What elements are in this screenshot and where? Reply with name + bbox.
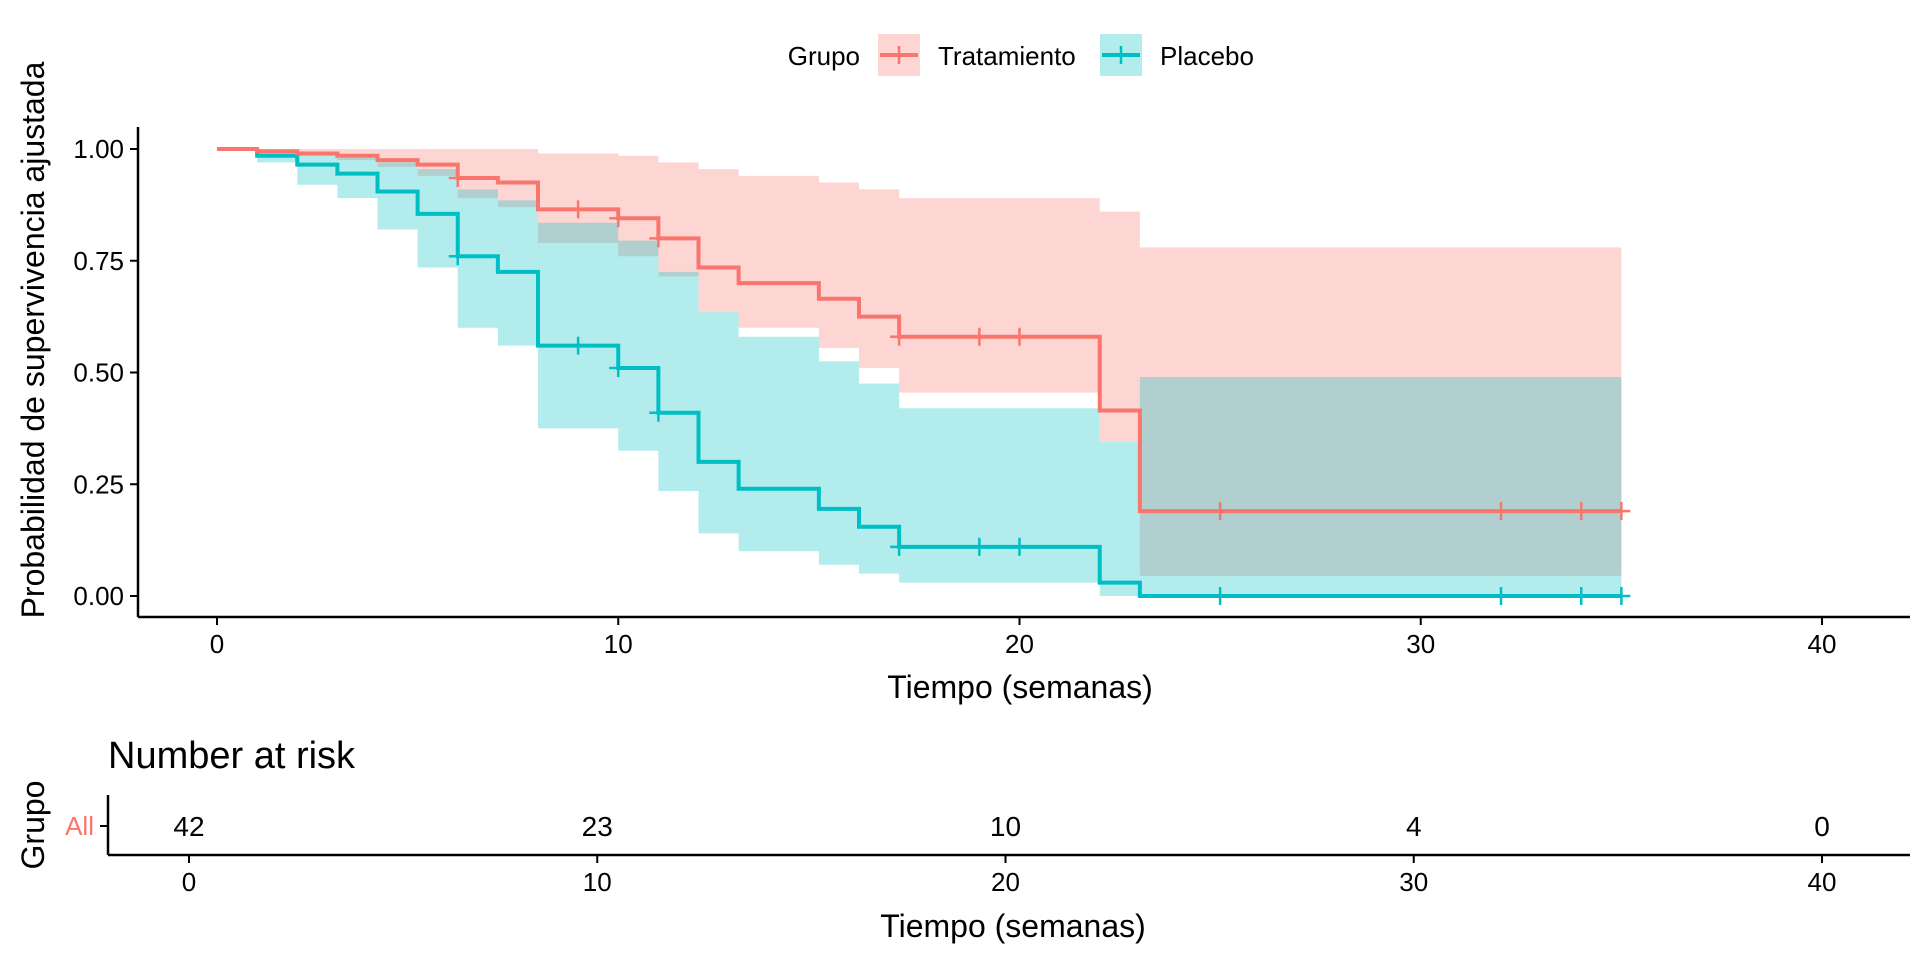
confidence-band-placebo — [257, 151, 1622, 597]
risk-x-axis-title: Tiempo (semanas) — [880, 908, 1146, 944]
risk-x-tick-label: 10 — [583, 867, 612, 897]
censor-mark-placebo — [970, 537, 989, 556]
x-tick-label: 10 — [604, 629, 633, 659]
y-tick-label: 0.25 — [73, 469, 124, 499]
y-tick-label: 0.75 — [73, 246, 124, 276]
survival-curve-placebo — [217, 147, 1622, 598]
censor-mark-placebo — [609, 359, 628, 378]
censor-mark-tratamiento — [448, 169, 467, 188]
censor-mark-placebo — [1612, 587, 1631, 605]
risk-table-title: Number at risk — [108, 735, 356, 777]
legend-item-tratamiento: Tratamiento — [878, 34, 1076, 76]
risk-x-tick-label: 40 — [1808, 867, 1837, 897]
censor-mark-placebo — [569, 336, 588, 355]
censor-mark-placebo — [1211, 587, 1230, 605]
y-tick-label: 0.00 — [73, 581, 124, 611]
y-tick-label: 1.00 — [73, 134, 124, 164]
legend-label: Placebo — [1160, 41, 1254, 71]
censor-marks — [448, 169, 1631, 605]
censor-mark-tratamiento — [970, 327, 989, 346]
censor-mark-tratamiento — [649, 229, 668, 248]
censor-mark-tratamiento — [1612, 502, 1631, 521]
legend-title: Grupo — [788, 41, 860, 71]
risk-row-label: All — [65, 811, 94, 841]
censor-mark-tratamiento — [1211, 502, 1230, 521]
x-tick-label: 0 — [210, 629, 224, 659]
risk-value: 23 — [582, 811, 613, 842]
risk-value: 42 — [173, 811, 204, 842]
censor-mark-tratamiento — [1010, 327, 1029, 346]
risk-x-tick-label: 20 — [991, 867, 1020, 897]
confidence-bands — [257, 149, 1622, 597]
censor-mark-tratamiento — [569, 200, 588, 219]
y-axis-title: Probabilidad de supervivencia ajustada — [15, 61, 51, 618]
x-tick-label: 20 — [1005, 629, 1034, 659]
risk-x-tick-label: 30 — [1399, 867, 1428, 897]
censor-mark-tratamiento — [890, 327, 909, 346]
x-axis-title: Tiempo (semanas) — [887, 669, 1153, 705]
censor-mark-placebo — [890, 537, 909, 556]
censor-mark-placebo — [649, 403, 668, 422]
censor-mark-tratamiento — [1572, 502, 1591, 521]
legend-label: Tratamiento — [938, 41, 1076, 71]
censor-mark-tratamiento — [1492, 502, 1510, 521]
legend: Grupo Tratamiento Placebo — [788, 34, 1254, 76]
risk-value: 0 — [1814, 811, 1830, 842]
censor-mark-placebo — [1572, 587, 1591, 605]
risk-x-tick-label: 0 — [182, 867, 196, 897]
risk-value: 10 — [990, 811, 1021, 842]
censor-mark-placebo — [1492, 587, 1510, 605]
y-tick-label: 0.50 — [73, 358, 124, 388]
risk-value: 4 — [1406, 811, 1422, 842]
censor-mark-placebo — [448, 247, 467, 266]
x-tick-label: 40 — [1808, 629, 1837, 659]
legend-item-placebo: Placebo — [1100, 34, 1254, 76]
risk-y-axis-title: Grupo — [15, 781, 51, 870]
censor-mark-placebo — [1010, 537, 1029, 556]
confidence-band-tratamiento — [257, 149, 1622, 576]
x-tick-label: 30 — [1406, 629, 1435, 659]
censor-mark-tratamiento — [609, 209, 628, 228]
main-axes: 0.00 0.25 0.50 0.75 1.00 0 10 20 30 40 Tiempo (sem… — [15, 61, 1910, 705]
